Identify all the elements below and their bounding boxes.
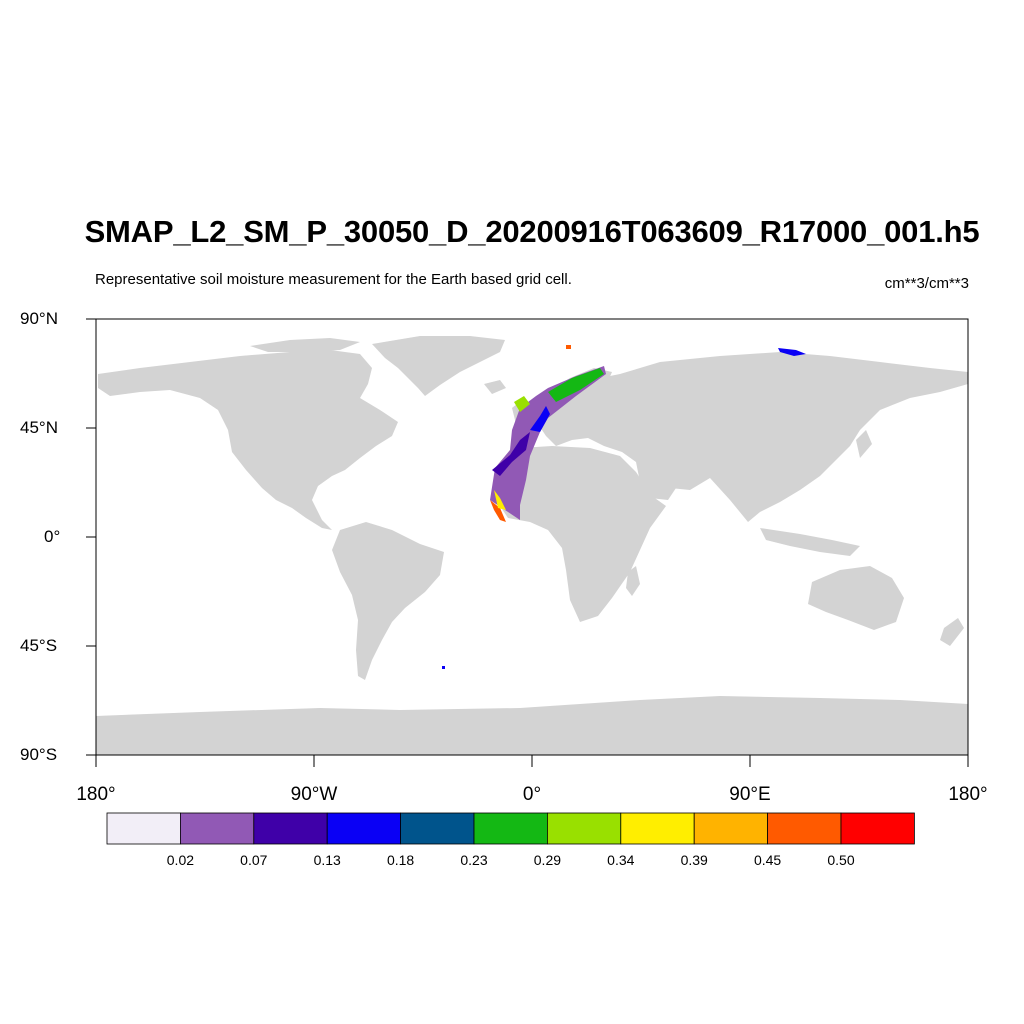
land-layer xyxy=(96,336,968,755)
colorbar-label-8: 0.45 xyxy=(753,852,782,868)
lon-label-180w: 180° xyxy=(76,784,116,805)
colorbar-swatch-0 xyxy=(106,812,181,845)
colorbar-label-1: 0.07 xyxy=(240,852,268,868)
land-arabia xyxy=(636,462,680,500)
land-indonesia xyxy=(760,528,860,556)
colorbar-swatch-9 xyxy=(767,812,842,845)
lon-label-90w: 90°W xyxy=(290,784,338,805)
land-greenland xyxy=(372,336,505,396)
colorbar-swatch-3 xyxy=(326,812,402,845)
swath-siberia xyxy=(778,348,806,356)
colorbar-label-5: 0.29 xyxy=(533,852,562,868)
colorbar-label-4: 0.23 xyxy=(460,852,488,868)
lat-label-45s: 45°S xyxy=(20,636,58,655)
map-title: SMAP_L2_SM_P_30050_D_20200916T063609_R17… xyxy=(84,214,980,249)
land-south-america xyxy=(332,522,444,680)
swath-point-south xyxy=(442,666,445,669)
colorbar xyxy=(106,812,915,845)
colorbar-label-9: 0.50 xyxy=(827,852,855,868)
swath-band-yellow xyxy=(494,490,506,510)
colorbar-swatch-4 xyxy=(400,812,475,845)
colorbar-label-0: 0.02 xyxy=(166,852,195,868)
map-subtitle: Representative soil moisture measurement… xyxy=(95,271,572,288)
soil-moisture-swath xyxy=(442,345,806,669)
land-africa xyxy=(496,446,666,622)
land-japan xyxy=(856,430,872,458)
land-north-america xyxy=(98,350,398,530)
land-new-zealand xyxy=(940,618,964,646)
land-arctic-islands xyxy=(250,338,360,352)
swath-band-low xyxy=(492,432,530,476)
swath-outline xyxy=(490,366,606,520)
colorbar-swatch-10 xyxy=(840,812,915,845)
colorbar-label-3: 0.18 xyxy=(386,852,415,868)
swath-band-mid xyxy=(530,406,550,432)
land-iceland xyxy=(484,380,506,394)
land-madagascar xyxy=(626,566,640,596)
lat-label-90n: 90°N xyxy=(20,309,58,328)
lon-label-0: 0° xyxy=(522,784,542,805)
swath-band-wet xyxy=(490,500,506,522)
colorbar-swatch-8 xyxy=(693,812,769,845)
land-eurasia xyxy=(538,352,968,522)
colorbar-label-2: 0.13 xyxy=(313,852,341,868)
land-australia xyxy=(808,566,904,630)
colorbar-swatch-2 xyxy=(253,812,328,845)
land-antarctica xyxy=(96,696,968,755)
colorbar-swatch-6 xyxy=(547,812,622,845)
map-frame xyxy=(86,318,969,767)
colorbar-swatch-5 xyxy=(473,812,548,845)
colorbar-swatch-7 xyxy=(620,812,695,845)
units-label: cm**3/cm**3 xyxy=(884,275,969,292)
lat-label-90s: 90°S xyxy=(20,745,58,764)
lon-label-90e: 90°E xyxy=(729,784,771,805)
swath-band-green xyxy=(514,396,530,412)
swath-band-north xyxy=(548,368,604,402)
colorbar-swatch-1 xyxy=(179,812,255,845)
swath-point-svalbard xyxy=(566,345,571,349)
lon-label-180e: 180° xyxy=(948,784,988,805)
colorbar-label-7: 0.39 xyxy=(680,852,708,868)
lat-label-0: 0° xyxy=(44,527,61,546)
lat-label-45n: 45°N xyxy=(20,418,58,437)
colorbar-label-6: 0.34 xyxy=(607,852,635,868)
